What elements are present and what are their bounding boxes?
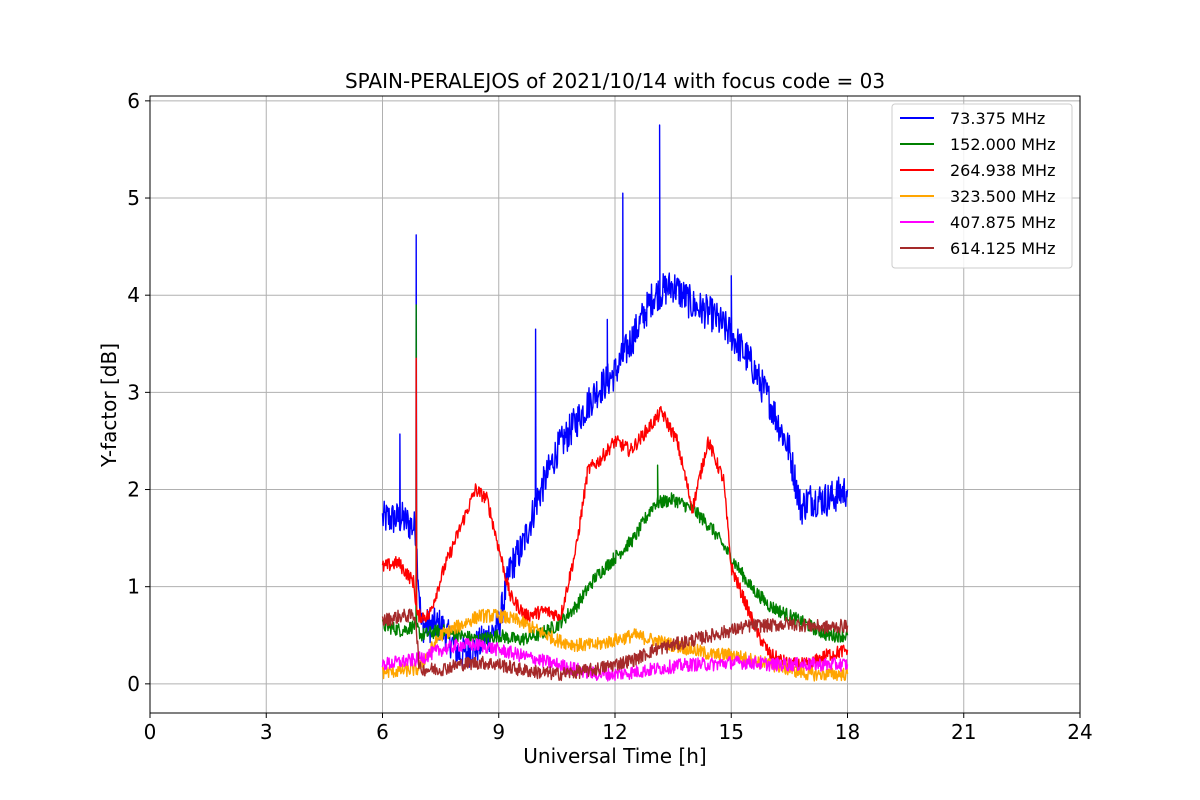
legend-label-3: 264.938 MHz	[950, 161, 1055, 180]
legend: 73.375 MHz 152.000 MHz 264.938 MHz 323.500 …	[891, 103, 1073, 269]
y-tick-label: 3	[127, 380, 140, 404]
series-line-3	[381, 357, 849, 672]
y-tick-label: 4	[127, 283, 140, 307]
series-line-5	[381, 637, 849, 682]
y-axis-ticks: 0 1 2 3 4 5 6	[127, 89, 150, 696]
x-axis-label: Universal Time [h]	[523, 744, 706, 768]
series-line-6	[381, 608, 849, 682]
chart-title: SPAIN-PERALEJOS of 2021/10/14 with focus…	[345, 69, 885, 93]
x-axis-ticks: 0 3 6 9 12 15 18 21 24	[144, 713, 1093, 744]
y-axis-label: Y-factor [dB]	[97, 343, 121, 468]
x-tick-label: 24	[1067, 720, 1092, 744]
y-tick-label: 2	[127, 478, 140, 502]
legend-label-5: 407.875 MHz	[950, 213, 1055, 232]
legend-label-1: 73.375 MHz	[950, 109, 1045, 128]
x-tick-label: 15	[719, 720, 744, 744]
x-tick-label: 6	[376, 720, 389, 744]
x-tick-label: 12	[602, 720, 627, 744]
x-tick-label: 3	[260, 720, 273, 744]
y-tick-label: 0	[127, 672, 140, 696]
legend-label-4: 323.500 MHz	[950, 187, 1055, 206]
y-tick-label: 5	[127, 186, 140, 210]
plot-area	[381, 124, 849, 682]
legend-label-6: 614.125 MHz	[950, 239, 1055, 258]
series-line-1	[381, 124, 849, 668]
legend-box	[891, 103, 1073, 269]
legend-label-2: 152.000 MHz	[950, 135, 1055, 154]
y-tick-label: 1	[127, 575, 140, 599]
x-tick-label: 0	[144, 720, 157, 744]
x-tick-label: 9	[492, 720, 505, 744]
series-line-4	[381, 608, 849, 682]
x-tick-label: 21	[951, 720, 976, 744]
x-tick-label: 18	[835, 720, 860, 744]
y-tick-label: 6	[127, 89, 140, 113]
